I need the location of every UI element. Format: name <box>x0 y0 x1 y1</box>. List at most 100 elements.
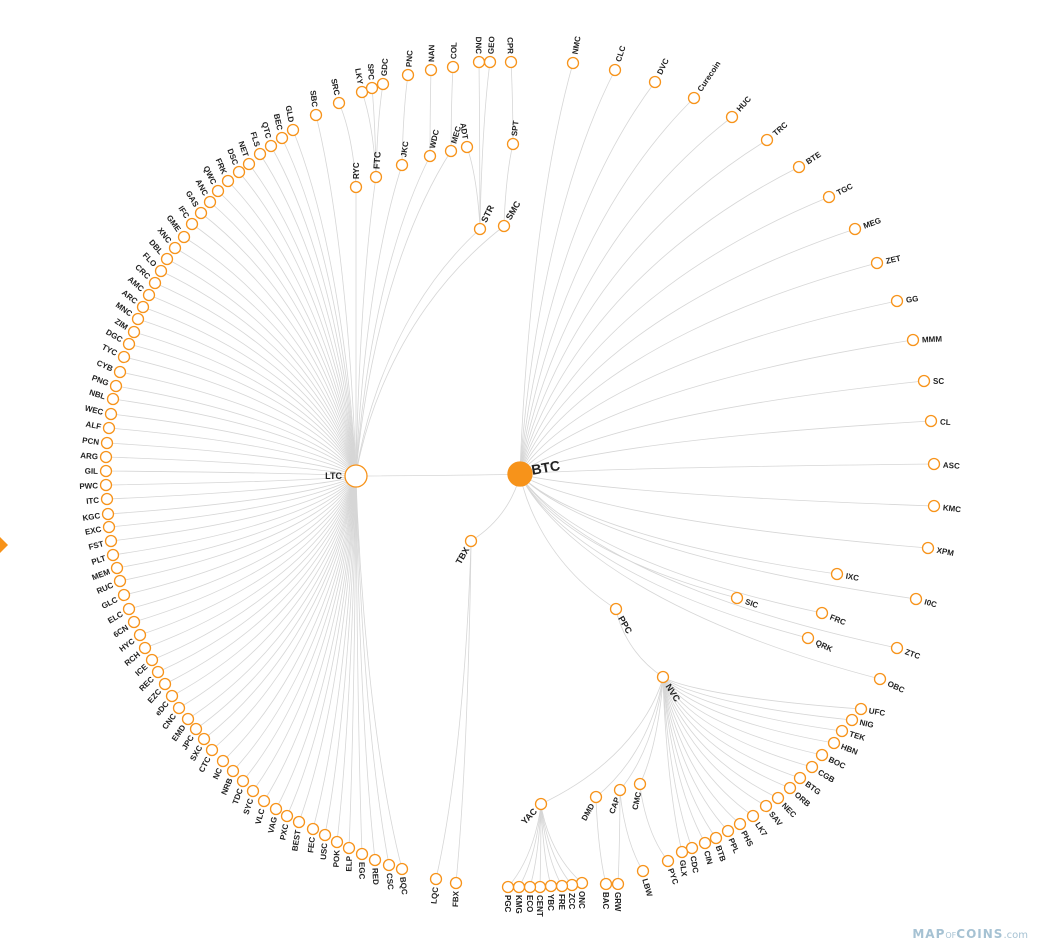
node-label-qtc[interactable]: QTC <box>260 121 273 140</box>
node-label-dnc[interactable]: DNC <box>474 37 483 55</box>
node-ctc[interactable] <box>205 743 219 757</box>
node-label-plt[interactable]: PLT <box>90 554 107 567</box>
node-label-cpr[interactable]: CPR <box>505 37 514 54</box>
node-label-str[interactable]: STR <box>479 203 496 224</box>
node-pwc[interactable] <box>99 478 113 492</box>
node-sbc[interactable] <box>309 108 323 122</box>
node-boc[interactable] <box>815 748 829 762</box>
node-label-csc[interactable]: CSC <box>385 873 395 891</box>
node-label-frc[interactable]: FRC <box>828 613 847 628</box>
node-cdc[interactable] <box>685 841 699 855</box>
node-pcn[interactable] <box>100 436 114 450</box>
node-red[interactable] <box>368 853 382 867</box>
node-lk7[interactable] <box>746 809 760 823</box>
node-label-dmd[interactable]: DMD <box>580 802 597 822</box>
node-label-pnc[interactable]: PNC <box>405 50 415 68</box>
node-src[interactable] <box>332 96 346 110</box>
node-label-dsc[interactable]: DSC <box>225 147 240 166</box>
node-smc[interactable] <box>497 219 511 233</box>
node-bac[interactable] <box>599 877 613 891</box>
brand-logo[interactable]: MAPOFCOINS.com <box>912 927 1028 941</box>
node-label-bec[interactable]: BEC <box>272 113 284 132</box>
node-label-glx[interactable]: GLX <box>678 860 689 878</box>
node-label-xpm[interactable]: XPM <box>936 546 955 558</box>
node-label-ztc[interactable]: ZTC <box>904 647 922 661</box>
node-nig[interactable] <box>845 713 859 727</box>
node-label-huc[interactable]: HUC <box>735 94 753 113</box>
node-label-syc[interactable]: SYC <box>242 797 256 816</box>
node-label-trc[interactable]: TRC <box>771 120 789 138</box>
node-label-sav[interactable]: SAV <box>767 810 784 829</box>
node-label-dgc[interactable]: DGC <box>104 328 124 345</box>
node-label-sc[interactable]: SC <box>933 377 944 386</box>
node-label-nbl[interactable]: NBL <box>88 388 106 402</box>
node-nvc[interactable] <box>656 670 670 684</box>
node-cnc[interactable] <box>172 701 186 715</box>
node-label-yac[interactable]: YAC <box>519 806 539 826</box>
node-jpc[interactable] <box>189 722 203 736</box>
node-label-best[interactable]: BEST <box>290 829 302 852</box>
node-label-ifc[interactable]: IFC <box>176 204 191 220</box>
node-label-ftc[interactable]: FTC <box>372 151 383 170</box>
node-frc[interactable] <box>815 606 829 620</box>
node-label-wec[interactable]: WEC <box>84 404 105 417</box>
node-rch[interactable] <box>138 641 152 655</box>
node-edc[interactable] <box>165 689 179 703</box>
node-wec[interactable] <box>104 407 118 421</box>
node-label-orb[interactable]: ORB <box>793 790 812 809</box>
node-label-fre[interactable]: FRE <box>557 894 566 911</box>
node-btc[interactable] <box>507 461 533 487</box>
node-label-meg[interactable]: MEG <box>862 216 882 231</box>
node-bec[interactable] <box>275 131 289 145</box>
node-label-clc[interactable]: CLC <box>614 44 628 63</box>
node-ifc[interactable] <box>185 217 199 231</box>
node-vag[interactable] <box>269 802 283 816</box>
node-ppc[interactable] <box>609 602 623 616</box>
node-sxc[interactable] <box>197 732 211 746</box>
node-best[interactable] <box>292 815 306 829</box>
node-fbx[interactable] <box>449 876 463 890</box>
node-spc[interactable] <box>365 81 379 95</box>
node-grw[interactable] <box>611 877 625 891</box>
node-label-tgc[interactable]: TGC <box>835 182 854 198</box>
node-cap[interactable] <box>613 783 627 797</box>
node-xnc[interactable] <box>168 241 182 255</box>
node-png[interactable] <box>109 379 123 393</box>
node-amc[interactable] <box>142 288 156 302</box>
node-btb[interactable] <box>709 831 723 845</box>
node-label-ixc[interactable]: IXC <box>845 572 860 583</box>
node-mmm[interactable] <box>906 333 920 347</box>
node-label-gil[interactable]: GIL <box>85 467 99 476</box>
node-label-hbn[interactable]: HBN <box>840 742 860 757</box>
node-bte[interactable] <box>792 160 806 174</box>
node-label-eco[interactable]: ECO <box>525 895 534 912</box>
node-label-vag[interactable]: VAG <box>266 816 279 834</box>
node-label-itc[interactable]: ITC <box>86 496 100 506</box>
node-dmd[interactable] <box>589 790 603 804</box>
node-label-gld[interactable]: GLD <box>284 105 296 123</box>
node-label-nmc[interactable]: NMC <box>571 35 583 55</box>
node-label-cyb[interactable]: CYB <box>95 358 114 373</box>
node-label-onc[interactable]: ONC <box>577 891 586 909</box>
node-label-nec[interactable]: NEC <box>780 801 798 820</box>
node-label-nrb[interactable]: NRB <box>220 777 235 797</box>
node-tbx[interactable] <box>464 534 478 548</box>
node-label-nan[interactable]: NAN <box>427 44 436 62</box>
node-label-elp[interactable]: ELP <box>345 855 354 871</box>
node-label-btg[interactable]: BTG <box>803 780 822 797</box>
node-dvc[interactable] <box>648 75 662 89</box>
node-nc[interactable] <box>216 754 230 768</box>
node-label-tbx[interactable]: TBX <box>454 545 472 566</box>
node-ztc[interactable] <box>890 641 904 655</box>
node-label-mmm[interactable]: MMM <box>922 334 943 344</box>
node-label-bqc[interactable]: BQC <box>398 876 409 895</box>
node-label-spc[interactable]: SPC <box>366 63 376 80</box>
node-label-glc[interactable]: GLC <box>100 595 119 611</box>
node-egc[interactable] <box>355 847 369 861</box>
node-flo[interactable] <box>154 264 168 278</box>
node-frk[interactable] <box>221 174 235 188</box>
node-trc[interactable] <box>760 133 774 147</box>
node-label-fbx[interactable]: FBX <box>451 890 461 907</box>
node-mec[interactable] <box>444 144 458 158</box>
node-jkc[interactable] <box>395 158 409 172</box>
